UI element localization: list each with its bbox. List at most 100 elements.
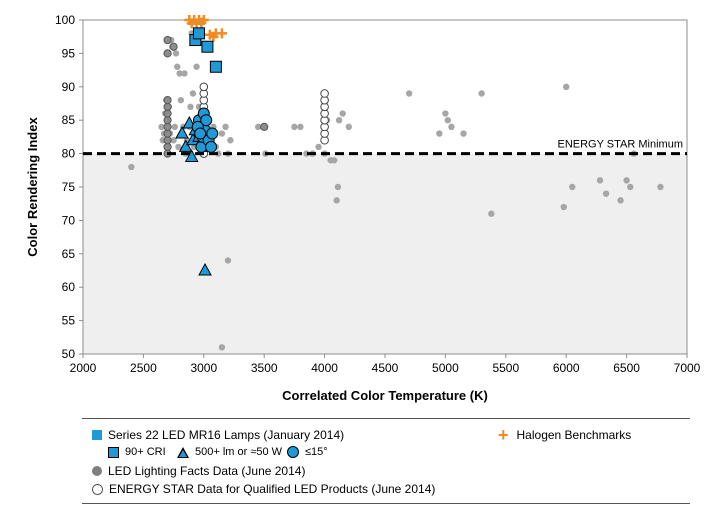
x-tick-label: 2500 [130, 361, 157, 375]
lighting-facts-point [181, 70, 188, 77]
legend-cri90: 90+ CRI [108, 446, 166, 458]
lighting-facts-point [163, 142, 172, 152]
lighting-facts-point [405, 90, 413, 97]
lighting-facts-point [563, 83, 570, 91]
halogen-point [216, 28, 227, 39]
legend-lm500: 500+ lm or ≈50 W [177, 446, 282, 458]
lighting-facts-point [478, 90, 485, 97]
y-tick-label: 50 [62, 347, 76, 361]
x-tick-label: 6000 [553, 361, 580, 375]
halogen-point [198, 15, 209, 25]
lighting-facts-point [560, 203, 567, 211]
x-tick-label: 4000 [311, 361, 338, 375]
lighting-facts-point [331, 157, 338, 164]
cri90-point [209, 60, 222, 73]
x-tick-label: 2000 [70, 361, 97, 375]
lighting-facts-point [315, 143, 322, 151]
y-axis-ticks: 50 55 60 65 70 75 80 85 90 95 100 [55, 13, 83, 361]
y-tick-label: 95 [62, 46, 76, 60]
legend-series22-label: Series 22 LED MR16 Lamps (January 2014) [108, 428, 345, 442]
x-tick-label: 5500 [492, 361, 519, 375]
lighting-facts-point [335, 117, 343, 124]
lighting-facts-point [334, 183, 342, 191]
y-tick-label: 60 [62, 280, 76, 294]
lighting-facts-point [128, 163, 135, 171]
lighting-facts-point [189, 90, 197, 97]
legend-deg15: ≤15° [287, 446, 328, 458]
lighting-facts-point [488, 210, 495, 217]
lighting-facts-point [193, 63, 200, 70]
blue-circle-icon [287, 446, 299, 458]
x-axis-label: Correlated Color Temperature (K) [282, 388, 488, 403]
gray-circle-icon [92, 466, 102, 476]
lighting-facts-point [260, 122, 269, 131]
lighting-facts-point [297, 123, 304, 131]
lighting-facts-point [444, 117, 452, 124]
plus-icon: + [498, 425, 509, 445]
x-axis-ticks: 2000 2500 3000 3500 4000 4500 5000 5500 6000 6500… [70, 354, 701, 375]
lighting-facts-point [176, 70, 183, 77]
y-tick-label: 100 [55, 13, 75, 27]
below-minimum-region [83, 153, 687, 354]
lighting-facts-point [158, 123, 165, 131]
lighting-facts-point [163, 49, 172, 58]
open-circle-icon [92, 483, 103, 495]
y-tick-label: 85 [62, 113, 76, 127]
lighting-facts-point [163, 129, 172, 138]
lighting-facts-point [596, 177, 604, 184]
narrow-beam-point [200, 114, 213, 127]
legend-lightingfacts: LED Lighting Facts Data (June 2014) [92, 464, 305, 478]
lighting-facts-point [617, 197, 624, 204]
outlined-square-icon [108, 446, 119, 458]
lighting-facts-point [163, 109, 172, 118]
x-tick-label: 7000 [674, 361, 701, 375]
lighting-facts-point [215, 150, 222, 157]
lighting-facts-point [163, 122, 172, 131]
y-tick-label: 70 [62, 213, 76, 227]
lighting-facts-point [172, 50, 180, 57]
lighting-facts-point [569, 183, 576, 191]
triangle-icon [177, 446, 189, 458]
lighting-facts-point [163, 96, 172, 105]
chart-legend: Series 22 LED MR16 Lamps (January 2014) … [82, 418, 690, 504]
lighting-facts-point [436, 130, 443, 137]
x-tick-label: 5000 [432, 361, 459, 375]
lighting-facts-point [227, 137, 234, 144]
lighting-facts-point [339, 110, 346, 117]
y-axis-label: Color Rendering Index [25, 117, 40, 257]
x-tick-label: 3000 [190, 361, 217, 375]
legend-energystar: ENERGY STAR Data for Qualified LED Produ… [92, 482, 435, 496]
legend-series22: Series 22 LED MR16 Lamps (January 2014) [92, 428, 344, 442]
legend-deg15-label: ≤15° [305, 446, 328, 458]
y-tick-label: 75 [62, 180, 76, 194]
data-points [128, 15, 664, 351]
legend-halogen: + Halogen Benchmarks [498, 425, 631, 445]
energy-star-point [199, 82, 209, 92]
y-tick-label: 55 [62, 314, 76, 328]
lighting-facts-point [177, 96, 185, 104]
legend-lightingfacts-label: LED Lighting Facts Data (June 2014) [108, 464, 306, 478]
x-tick-label: 4500 [372, 361, 399, 375]
cri90-point [201, 40, 214, 53]
lighting-facts-point [218, 344, 226, 351]
legend-cri90-label: 90+ CRI [125, 446, 166, 458]
lighting-facts-point [602, 190, 610, 197]
lighting-facts-point [291, 123, 298, 131]
lm500-point [184, 149, 199, 162]
y-tick-label: 90 [62, 80, 76, 94]
lighting-facts-point [218, 130, 226, 137]
lighting-facts-point [345, 123, 352, 131]
lm500-point [198, 262, 212, 276]
lighting-facts-point [442, 110, 449, 117]
y-tick-label: 65 [62, 247, 76, 261]
lighting-facts-point [169, 42, 178, 51]
lm500-point [178, 139, 193, 152]
lighting-facts-point [623, 177, 630, 184]
lighting-facts-point [163, 35, 172, 45]
lighting-facts-point [222, 123, 229, 131]
lighting-facts-point [460, 130, 467, 137]
legend-energystar-label: ENERGY STAR Data for Qualified LED Produ… [109, 482, 436, 496]
lighting-facts-point [657, 183, 664, 191]
y-tick-label: 80 [62, 147, 76, 161]
narrow-beam-point [205, 140, 218, 153]
